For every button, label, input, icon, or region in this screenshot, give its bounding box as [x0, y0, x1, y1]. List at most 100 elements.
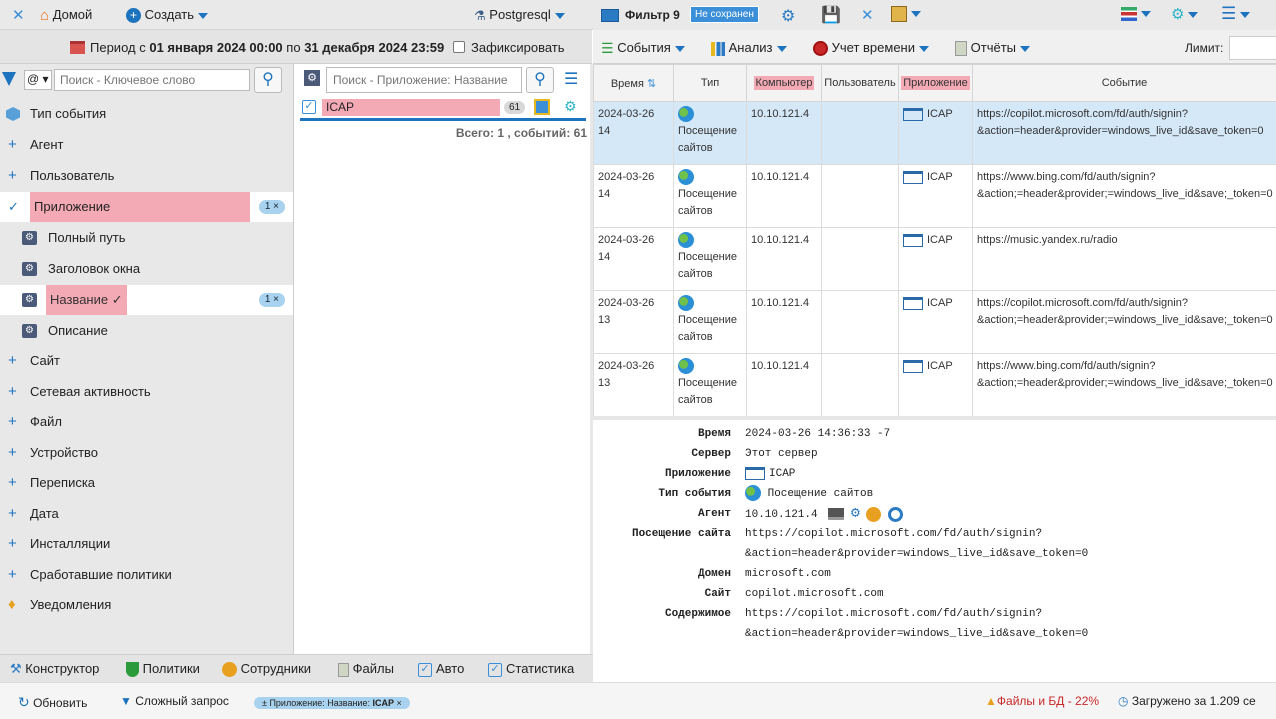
user-icon: [222, 662, 237, 678]
filter-item-file[interactable]: + Файл: [0, 407, 293, 437]
filter-item-network[interactable]: + Сетевая активность: [0, 377, 293, 407]
column-type[interactable]: Тип: [673, 64, 747, 102]
time-tracking-menu[interactable]: Учет времени: [813, 40, 929, 57]
filter-item-installations[interactable]: + Инсталляции: [0, 529, 293, 559]
filter-item-notifications[interactable]: ♦ Уведомления: [0, 590, 293, 620]
plus-icon: +: [8, 352, 17, 369]
search-mode-select[interactable]: @ ▾: [24, 70, 52, 90]
chip-close-icon[interactable]: ×: [396, 698, 402, 708]
close-filter-icon[interactable]: ✕: [861, 7, 874, 24]
filter-item-full-path[interactable]: ⚙ Полный путь: [0, 223, 293, 253]
complex-query-button[interactable]: ▼ Сложный запрос: [120, 694, 229, 708]
clock-icon[interactable]: [888, 506, 904, 522]
filter-item-site[interactable]: + Сайт: [0, 346, 293, 376]
tab-statistics[interactable]: ✓ Статистика: [488, 661, 574, 677]
keyword-search-input[interactable]: [54, 69, 250, 91]
create-button[interactable]: + Создать: [126, 7, 209, 24]
value-item-icap[interactable]: ✓ ICAP 61 ⚙: [300, 98, 590, 118]
detail-row-agent: Агент 10.10.121.4 ⚙: [593, 504, 1276, 524]
column-computer[interactable]: Компьютер: [746, 64, 822, 102]
column-event[interactable]: Событие: [972, 64, 1276, 102]
count-badge[interactable]: 1 ×: [258, 200, 285, 214]
fix-period-checkbox[interactable]: [453, 41, 465, 53]
filter-item-event-type[interactable]: Тип события: [0, 99, 293, 129]
export-button[interactable]: [891, 6, 921, 22]
save-icon[interactable]: 💾: [821, 7, 841, 24]
filter-item-user[interactable]: + Пользователь: [0, 161, 293, 191]
tab-files[interactable]: Файлы: [338, 661, 394, 677]
plus-icon: +: [8, 566, 17, 583]
user-icon[interactable]: [866, 506, 882, 522]
table-row[interactable]: 2024-03-26 14 Посещение сайтов 10.10.121…: [593, 164, 1276, 228]
filter-item-device[interactable]: + Устройство: [0, 438, 293, 468]
filter-item-application[interactable]: ✓ Приложение 1 ×: [0, 192, 293, 222]
table-row[interactable]: 2024-03-26 14 Посещение сайтов 10.10.121…: [593, 101, 1276, 165]
checkbox-icon[interactable]: ✓: [302, 100, 316, 114]
home-button[interactable]: ⌂ Домой: [40, 7, 93, 25]
filter-item-correspondence[interactable]: + Переписка: [0, 468, 293, 498]
gears-icon[interactable]: ⚙: [564, 98, 577, 114]
gear-icon[interactable]: ⚙: [304, 70, 320, 86]
detail-row-visit: Посещение сайта https://copilot.microsoft…: [631, 528, 1043, 540]
db-usage-warning[interactable]: ▲Файлы и БД - 22%: [985, 694, 1100, 708]
checkbox-icon: ✓: [418, 662, 432, 677]
settings-gears-button[interactable]: ⚙: [1171, 5, 1199, 23]
detail-row-domain: Домен microsoft.com: [697, 568, 831, 580]
search-button[interactable]: ⚲: [254, 67, 282, 93]
gear-icon: ⚙: [22, 293, 37, 307]
filter-item-description[interactable]: ⚙ Описание: [0, 316, 293, 346]
value-search-input[interactable]: [326, 67, 522, 93]
menu-icon[interactable]: ☰: [564, 71, 579, 88]
horizontal-splitter[interactable]: [593, 416, 1276, 420]
filter-item-window-title[interactable]: ⚙ Заголовок окна: [0, 254, 293, 284]
tab-policies[interactable]: Политики: [126, 661, 200, 678]
chevron-down-icon: [1141, 10, 1151, 17]
close-icon[interactable]: ✕: [12, 7, 25, 24]
window-icon: [745, 466, 765, 480]
gear-icon[interactable]: ⚙: [850, 505, 860, 522]
plus-icon: +: [8, 505, 17, 522]
calendar-icon[interactable]: [70, 41, 85, 54]
refresh-button[interactable]: ↻ Обновить: [18, 694, 88, 710]
period-text[interactable]: Период с 01 января 2024 00:00 по 31 дека…: [90, 40, 445, 55]
tab-constructor[interactable]: ⚒ Конструктор: [10, 661, 100, 676]
computer-icon[interactable]: [828, 508, 845, 520]
filter-item-triggered-policies[interactable]: + Сработавшие политики: [0, 560, 293, 590]
funnel-icon: ▼: [120, 694, 132, 708]
analysis-menu[interactable]: Анализ: [711, 40, 787, 56]
chevron-down-icon: [1240, 11, 1251, 18]
filter-item-name[interactable]: ⚙ Название ✓ 1 ×: [0, 285, 293, 315]
reports-menu[interactable]: Отчёты: [955, 40, 1030, 57]
globe-icon: [745, 485, 761, 502]
database-icon: ⚗: [474, 7, 486, 23]
bottom-tabs: ⚒ Конструктор Политики Сотрудники Файлы …: [0, 654, 593, 682]
tab-employees[interactable]: Сотрудники: [222, 661, 311, 678]
limit-input[interactable]: [1229, 36, 1276, 60]
limit-label: Лимит:: [1185, 41, 1224, 55]
events-grid: Время ⇅ Тип Компьютер Пользователь Прило…: [593, 64, 1276, 416]
plus-circle-icon: +: [126, 8, 141, 24]
tab-auto[interactable]: ✓ Авто: [418, 661, 464, 677]
menu-button[interactable]: ☰: [1221, 4, 1251, 24]
count-badge[interactable]: 1 ×: [258, 293, 285, 307]
column-time[interactable]: Время ⇅: [593, 64, 674, 102]
active-filter-chip[interactable]: ± Приложение: Название: ICAP ×: [254, 697, 410, 709]
filter-item-date[interactable]: + Дата: [0, 499, 293, 529]
gear-icon[interactable]: ⚙: [781, 8, 796, 25]
cube-icon: [6, 107, 20, 121]
filter-item-agent[interactable]: + Агент: [0, 130, 293, 160]
filter-table-icon: [601, 8, 619, 23]
table-row[interactable]: 2024-03-26 13 Посещение сайтов 10.10.121…: [593, 290, 1276, 354]
database-select[interactable]: ⚗ Postgresql: [474, 7, 565, 24]
column-application[interactable]: Приложение: [898, 64, 973, 102]
events-menu[interactable]: ☰ События: [601, 40, 685, 57]
window-icon: [903, 107, 923, 121]
app-icon: [534, 99, 550, 115]
table-row[interactable]: 2024-03-26 14 Посещение сайтов 10.10.121…: [593, 227, 1276, 291]
search-button[interactable]: ⚲: [526, 67, 554, 93]
column-user[interactable]: Пользователь: [821, 64, 899, 102]
load-time: ◷ Загружено за 1.209 се: [1118, 694, 1256, 708]
table-row[interactable]: 2024-03-26 13 Посещение сайтов 10.10.121…: [593, 353, 1276, 416]
columns-button[interactable]: [1121, 6, 1151, 21]
middle-splitter[interactable]: [590, 64, 593, 654]
